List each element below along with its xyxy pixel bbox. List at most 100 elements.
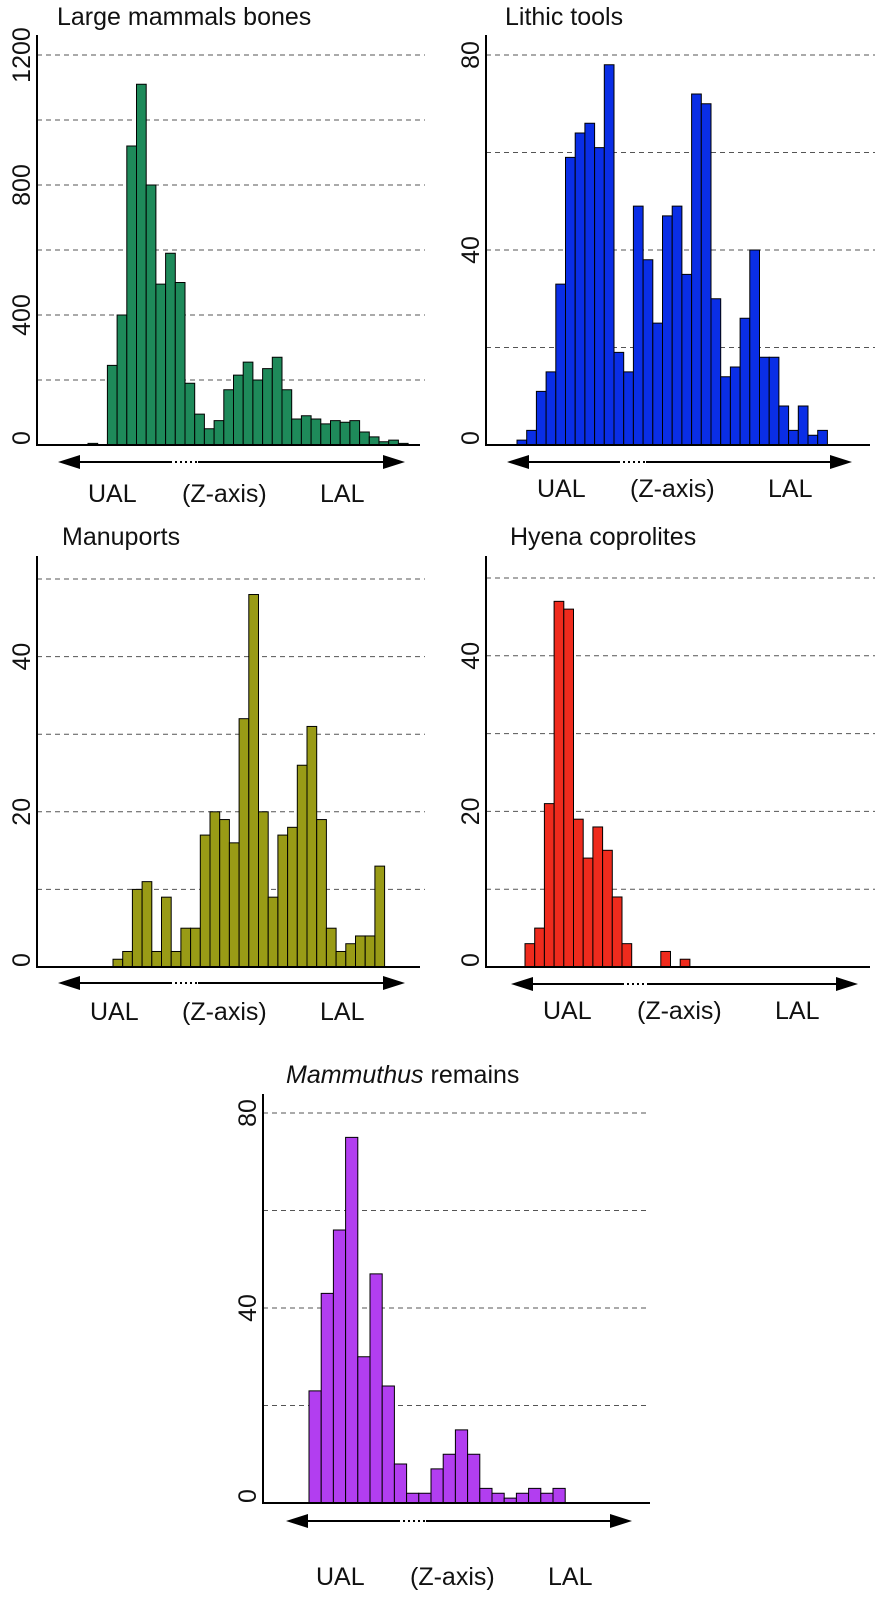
bar	[122, 950, 133, 968]
panel-lithic-tools: Lithic tools 0 40 80 UAL (Z-axis) LAL	[457, 3, 875, 503]
y-tick-label: 20	[8, 798, 36, 826]
bar	[151, 950, 163, 968]
arrowhead-left	[507, 455, 529, 469]
y-gridlines	[37, 578, 425, 890]
bar-series	[87, 83, 409, 446]
bar	[491, 1492, 505, 1504]
bar	[430, 1468, 444, 1504]
panel-title-italic: Mammuthus	[286, 1061, 424, 1089]
y-tick-label: 80	[234, 1099, 262, 1127]
x-label-ual: UAL	[316, 1563, 365, 1591]
bar	[611, 896, 623, 968]
bar	[565, 156, 576, 446]
bar-series	[112, 594, 386, 968]
bar	[262, 368, 273, 446]
bar	[442, 1453, 456, 1504]
bar	[281, 389, 293, 446]
bar	[339, 421, 351, 446]
bar	[592, 826, 604, 968]
bar	[228, 842, 240, 968]
axes	[36, 35, 420, 446]
bar-series	[308, 1136, 566, 1504]
bar	[233, 374, 244, 446]
bar	[145, 184, 157, 446]
bar	[345, 943, 356, 968]
bar	[652, 322, 663, 446]
bar	[700, 103, 712, 446]
x-direction-axis: UAL (Z-axis) LAL	[511, 977, 858, 1025]
bar	[112, 958, 124, 968]
x-label-z-axis: (Z-axis)	[182, 480, 267, 508]
arrowhead-right	[383, 976, 405, 990]
y-gridlines	[37, 54, 425, 381]
bar-series	[524, 600, 691, 968]
bar	[116, 314, 128, 446]
bar-series	[516, 64, 828, 446]
bar	[454, 1429, 469, 1504]
bar	[136, 83, 147, 446]
bar	[296, 764, 308, 968]
bar	[739, 317, 751, 446]
bar	[223, 389, 235, 446]
x-label-lal: LAL	[320, 998, 365, 1026]
arrowhead-left	[511, 977, 533, 991]
axes	[262, 1094, 650, 1504]
bar	[267, 896, 279, 968]
x-label-ual: UAL	[90, 998, 139, 1026]
bar	[194, 413, 205, 446]
bar	[174, 282, 186, 446]
bar	[238, 718, 250, 968]
bar	[320, 1292, 334, 1504]
bar	[332, 1229, 347, 1504]
y-tick-label: 800	[8, 164, 36, 206]
bar	[584, 122, 596, 446]
bar	[126, 145, 138, 446]
x-label-lal: LAL	[548, 1563, 593, 1591]
bar	[345, 1136, 359, 1504]
bar	[287, 826, 298, 968]
bar	[681, 273, 693, 446]
bar	[393, 1463, 408, 1504]
panel-title: Mammuthus remains	[286, 1061, 519, 1089]
axes	[485, 35, 870, 446]
bar	[479, 1487, 493, 1504]
bar	[209, 811, 221, 968]
panel-title-rest: remains	[424, 1061, 520, 1089]
y-ticks: 0 20 40	[8, 643, 36, 967]
y-tick-label: 1200	[8, 27, 36, 83]
bar	[662, 215, 673, 446]
bar	[524, 943, 536, 968]
x-direction-axis: UAL (Z-axis) LAL	[286, 1514, 632, 1591]
bar	[545, 371, 557, 446]
bar	[632, 205, 644, 446]
bar	[381, 1385, 395, 1504]
x-label-lal: LAL	[320, 480, 365, 508]
arrowhead-right	[383, 455, 405, 469]
bar	[679, 958, 691, 968]
bar	[170, 950, 182, 968]
x-label-lal: LAL	[768, 475, 813, 503]
bar	[515, 1492, 530, 1504]
bar	[642, 259, 654, 446]
x-direction-axis: UAL (Z-axis) LAL	[507, 455, 852, 503]
bar	[213, 420, 225, 446]
bar	[141, 881, 153, 968]
x-label-ual: UAL	[537, 475, 586, 503]
bar	[330, 420, 341, 446]
bar	[369, 1273, 383, 1504]
bar	[528, 1487, 542, 1504]
bar	[248, 594, 260, 968]
bar	[308, 1390, 322, 1504]
bar	[316, 819, 327, 968]
bar	[368, 436, 380, 446]
y-tick-label: 40	[457, 236, 485, 264]
y-tick-label: 80	[457, 41, 485, 69]
y-tick-label: 400	[8, 294, 36, 336]
bar	[535, 390, 547, 446]
axes	[36, 556, 420, 968]
bar	[325, 927, 337, 968]
bar	[563, 608, 574, 968]
y-ticks: 0 20 40	[457, 642, 485, 967]
bar	[574, 132, 586, 446]
